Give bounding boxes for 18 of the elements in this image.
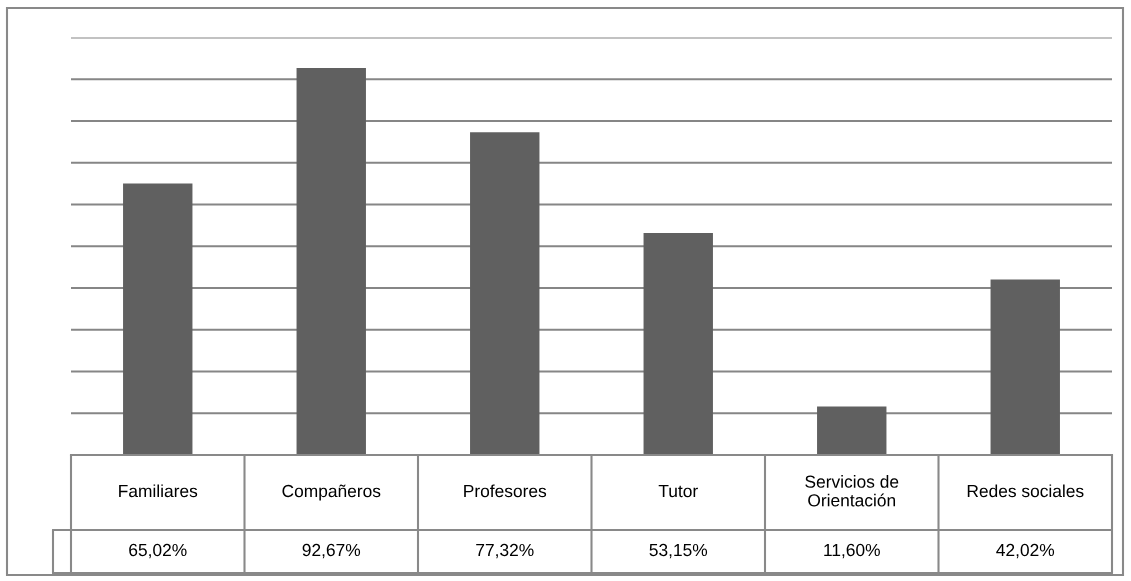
data-label: 53,15% xyxy=(649,543,708,559)
bar xyxy=(643,233,713,455)
x-tick-label: Redes sociales xyxy=(967,484,1084,498)
x-tick-label: Profesores xyxy=(464,484,547,498)
bar xyxy=(990,279,1060,455)
bar xyxy=(123,183,193,455)
data-label: 11,60% xyxy=(824,543,880,559)
x-tick-label: Servicios de Orientación xyxy=(805,475,899,507)
bar xyxy=(470,132,540,455)
data-label: 77,32% xyxy=(476,543,534,559)
x-tick-label: Compañeros xyxy=(282,484,381,501)
bar xyxy=(817,406,887,455)
data-label: 42,02% xyxy=(996,543,1055,559)
bar xyxy=(296,68,366,455)
x-tick-label: Familiares xyxy=(119,484,198,498)
x-tick-label: Tutor xyxy=(658,485,698,498)
data-label: 92,67% xyxy=(302,543,361,559)
data-label: 65,02% xyxy=(129,543,187,559)
